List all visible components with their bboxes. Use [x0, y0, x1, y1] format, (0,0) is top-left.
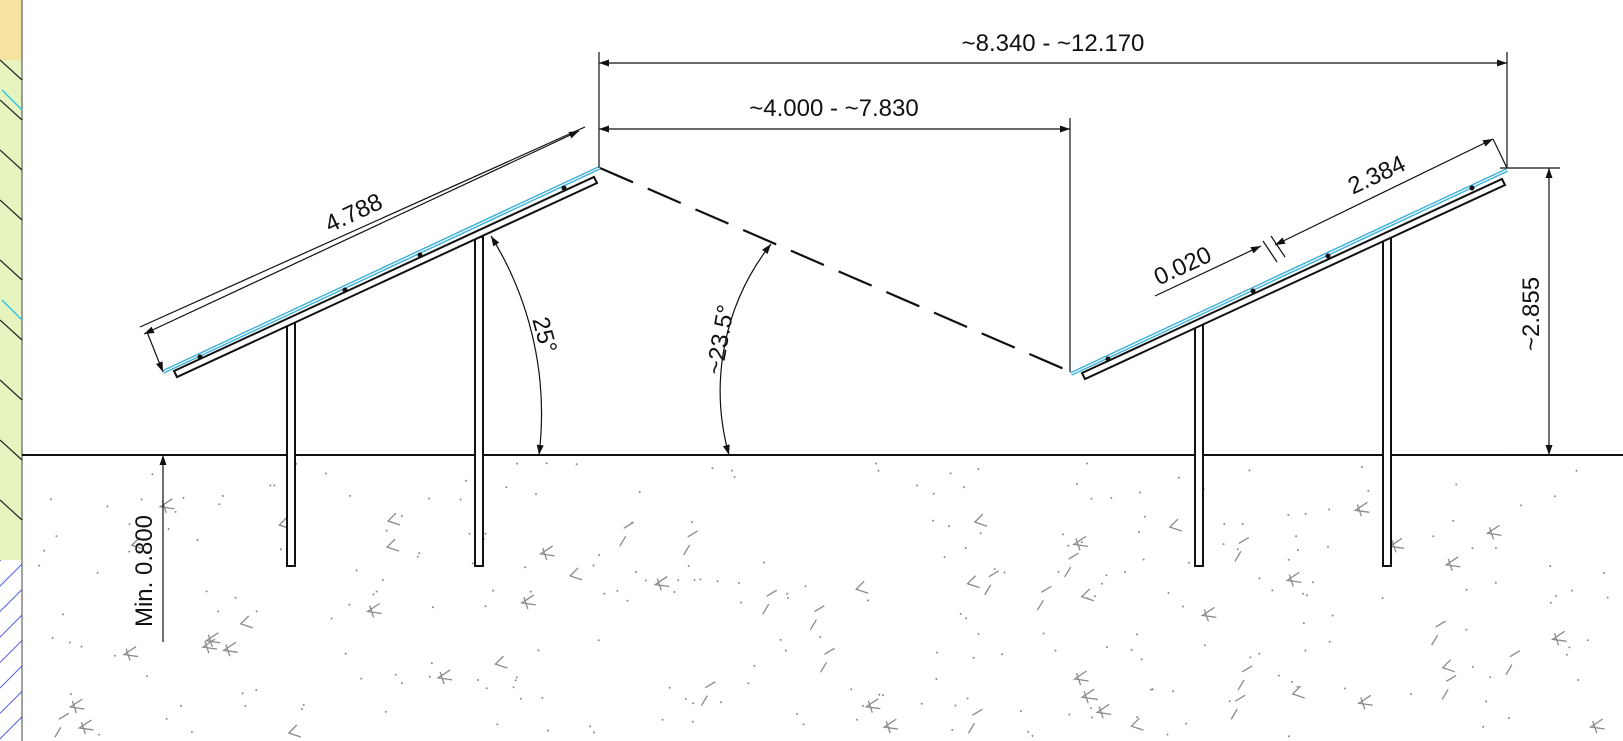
shading-angle-label: ~23.5° — [701, 303, 740, 377]
right-rear-post — [1382, 236, 1392, 567]
overall-spacing-label: ~8.340 - ~12.170 — [962, 30, 1145, 57]
soil-texture — [38, 462, 1609, 738]
right-panel-row — [1070, 168, 1508, 567]
dimension-labels: ~8.340 - ~12.170 ~4.000 - ~7.830 4.788 2… — [131, 30, 1545, 627]
right-front-post — [1194, 321, 1204, 567]
dimensions — [139, 52, 1560, 642]
left-panel-row — [162, 166, 600, 567]
right-support-beam — [1080, 177, 1507, 381]
left-front-post — [286, 321, 296, 567]
tilt-angle-label: 25° — [527, 314, 562, 356]
module-gap-label: 0.020 — [1150, 241, 1216, 291]
left-rear-post — [474, 236, 484, 567]
row-gap-label: ~4.000 - ~7.830 — [749, 95, 918, 122]
shading-line — [599, 166, 1072, 374]
module-length-label: 2.384 — [1344, 150, 1410, 200]
min-clearance-label: Min. 0.800 — [131, 515, 158, 627]
left-edge-strip — [0, 0, 23, 741]
top-height-label: ~2.855 — [1518, 277, 1545, 351]
